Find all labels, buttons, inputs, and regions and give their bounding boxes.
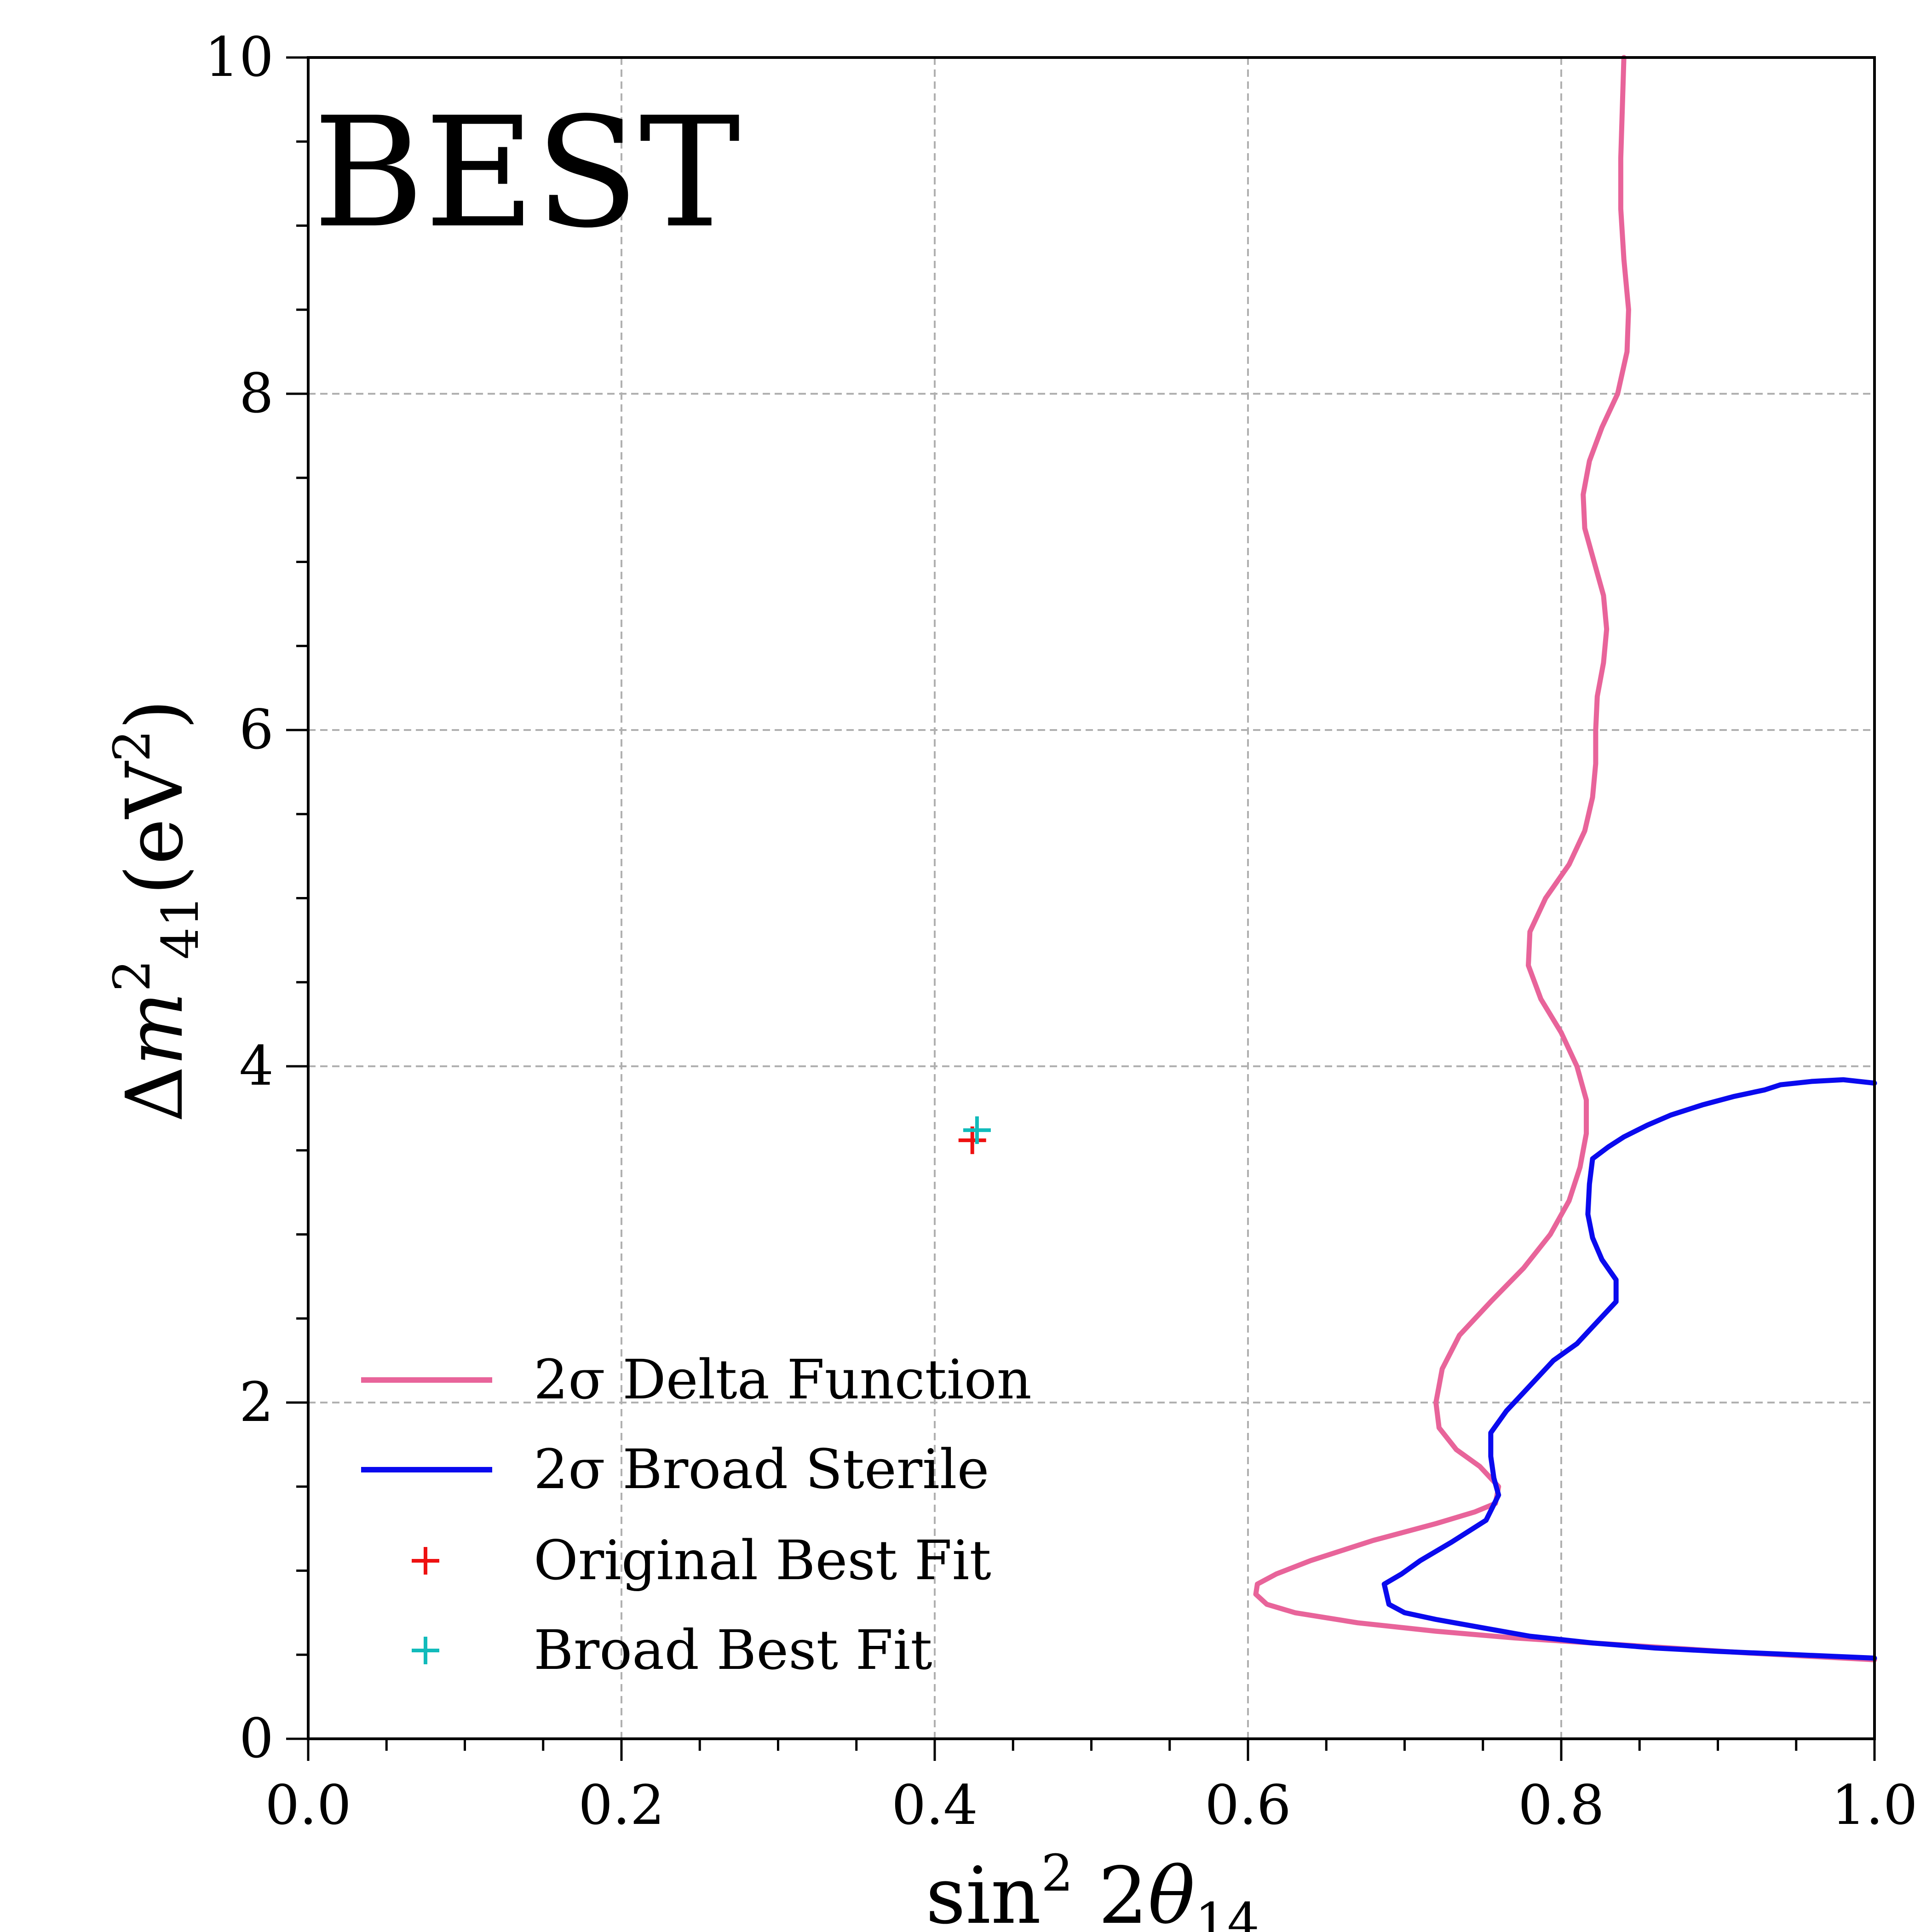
- x-tick-label: 1.0: [1831, 1773, 1918, 1837]
- x-tick-label: 0.6: [1205, 1773, 1291, 1837]
- x-axis-label: sin2 2θ14: [926, 1844, 1259, 1932]
- best-fit-points: [958, 1116, 991, 1154]
- y-tick-label: 8: [239, 362, 274, 425]
- y-tick-label: 6: [239, 698, 274, 761]
- series-layer: [1253, 55, 1877, 1662]
- legend-label-original-best-fit: Original Best Fit: [534, 1529, 991, 1592]
- legend-label-delta-function: 2σ Delta Function: [534, 1348, 1032, 1411]
- x-tick-label: 0.4: [891, 1773, 978, 1837]
- y-tick-label: 0: [239, 1707, 274, 1770]
- x-tick-label: 0.8: [1518, 1773, 1604, 1837]
- legend: 2σ Delta Function 2σ Broad Sterile Origi…: [361, 1348, 1032, 1682]
- x-tick-label: 0.2: [578, 1773, 665, 1837]
- grid-lines: [308, 58, 1874, 1739]
- y-axis-label: Δm241(eV2): [103, 699, 210, 1122]
- plus-icon: [412, 1547, 439, 1575]
- plus-icon: [412, 1637, 439, 1664]
- y-tick-label: 2: [239, 1370, 274, 1434]
- series-line-0: [1253, 55, 1877, 1662]
- legend-label-broad-best-fit: Broad Best Fit: [534, 1618, 932, 1682]
- legend-marker-original-best-fit: [412, 1547, 439, 1575]
- series-line-1: [1381, 1077, 1877, 1661]
- panel-title: BEST: [313, 85, 741, 261]
- y-tick-label: 4: [239, 1034, 274, 1098]
- y-tick-label: 10: [205, 25, 274, 89]
- legend-marker-broad-best-fit: [412, 1637, 439, 1664]
- best-fit-marker-1: [963, 1116, 991, 1144]
- x-tick-label: 0.0: [265, 1773, 351, 1837]
- axis-ticks: 0.0 0.2 0.4 0.6 0.8 1.0 0 2 4 6 8 10: [205, 25, 1918, 1837]
- legend-label-broad-sterile: 2σ Broad Sterile: [534, 1438, 989, 1501]
